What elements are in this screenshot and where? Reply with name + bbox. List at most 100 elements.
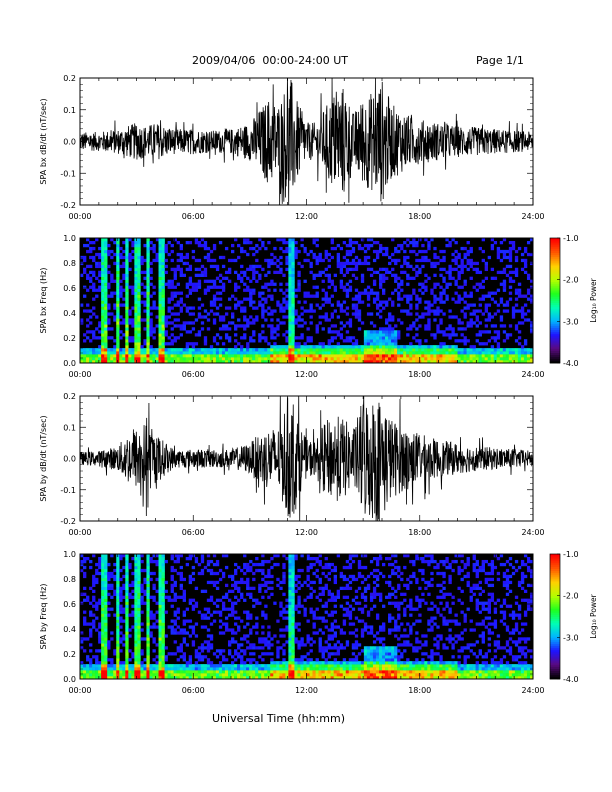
- spectrogram-cell: [252, 673, 256, 677]
- spectrogram-cell: [472, 285, 476, 289]
- spectrogram-cell: [83, 339, 87, 343]
- spectrogram-cell: [318, 354, 322, 358]
- spectrogram-cell: [188, 673, 193, 677]
- spectrogram-cell: [472, 321, 476, 325]
- spectrogram-cell: [508, 270, 513, 275]
- spectrogram-cell: [125, 652, 129, 656]
- spectrogram-cell: [378, 309, 383, 313]
- spectrogram-cell: [529, 348, 534, 352]
- spectrogram-cell: [98, 649, 102, 653]
- spectrogram-cell: [161, 288, 165, 292]
- spectrogram-cell: [188, 291, 193, 295]
- spectrogram-cell: [164, 351, 168, 355]
- spectrogram-cell: [149, 345, 153, 349]
- spectrogram-cell: [134, 637, 138, 641]
- spectrogram-cell: [116, 586, 120, 591]
- spectrogram-cell: [403, 357, 407, 361]
- spectrogram-cell: [107, 249, 111, 254]
- spectrogram-cell: [243, 598, 247, 602]
- spectrogram-cell: [122, 667, 126, 671]
- spectrogram-cell: [261, 315, 265, 319]
- spectrogram-cell: [282, 673, 286, 677]
- spectrogram-cell: [119, 604, 123, 608]
- spectrogram-cell: [161, 351, 165, 355]
- spectrogram-cell: [378, 303, 383, 307]
- spectrogram-cell: [403, 345, 407, 349]
- spectrogram-cell: [279, 270, 283, 275]
- spectrogram-cell: [231, 661, 235, 665]
- spectrogram-cell: [385, 303, 389, 307]
- spectrogram-cell: [267, 595, 271, 599]
- spectrogram-cell: [397, 351, 401, 355]
- spectrogram-cell: [116, 571, 120, 576]
- spectrogram-cell: [240, 336, 244, 340]
- spectrogram-cell: [209, 303, 214, 307]
- spectrogram-cell: [282, 351, 286, 355]
- spectrogram-cell: [125, 318, 129, 322]
- spectrogram-cell: [170, 568, 174, 573]
- spectrogram-cell: [514, 327, 519, 331]
- spectrogram-cell: [282, 592, 286, 596]
- spectrogram-cell: [146, 595, 150, 599]
- spectrogram-cell: [442, 300, 446, 304]
- spectrogram-cell: [170, 327, 174, 331]
- spectrogram-cell: [424, 327, 428, 331]
- spectrogram-cell: [472, 303, 476, 307]
- spectrogram-cell: [297, 360, 301, 364]
- spectrogram-cell: [227, 607, 232, 611]
- spectrogram-cell: [146, 598, 150, 602]
- colorbar-swatch: [550, 306, 560, 310]
- spectrogram-cell: [176, 554, 180, 558]
- spectrogram-cell: [382, 354, 386, 358]
- spectrogram-cell: [369, 333, 374, 337]
- spectrogram-cell: [206, 357, 211, 361]
- spectrogram-cell: [161, 625, 165, 629]
- spectrogram-cell: [107, 562, 111, 567]
- spectrogram-cell: [288, 345, 292, 349]
- spectrogram-cell: [279, 238, 283, 242]
- spectrogram-cell: [101, 327, 105, 331]
- spectrogram-cell: [113, 351, 117, 355]
- spectrogram-cell: [134, 673, 138, 677]
- spectrogram-cell: [221, 351, 226, 355]
- spectrogram-cell: [529, 351, 534, 355]
- spectrogram-cell: [185, 351, 190, 355]
- spectrogram-cell: [385, 249, 389, 254]
- spectrogram-cell: [330, 324, 334, 328]
- spectrogram-cell: [104, 240, 108, 245]
- spectrogram-cell: [297, 351, 301, 355]
- spectrogram-cell: [511, 240, 516, 245]
- spectrogram-cell: [415, 339, 419, 343]
- spectrogram-cell: [306, 619, 310, 623]
- spectrogram-cell: [375, 249, 380, 254]
- spectrogram-cell: [394, 261, 398, 266]
- spectrogram-cell: [161, 273, 165, 277]
- spectrogram-cell: [224, 324, 229, 328]
- spectrogram-cell: [131, 664, 135, 668]
- spectrogram-cell: [137, 312, 141, 316]
- colorbar-tick-label: -2.0: [563, 276, 579, 285]
- spectrogram-cell: [119, 246, 123, 251]
- spectrogram-cell: [330, 357, 334, 361]
- spectrogram-cell: [246, 673, 250, 677]
- spectrogram-cell: [101, 294, 105, 298]
- spectrogram-cell: [261, 357, 265, 361]
- spectrogram-cell: [143, 270, 147, 275]
- spectrogram-cell: [137, 628, 141, 632]
- spectrogram-cell: [83, 285, 87, 289]
- spectrogram-cell: [246, 345, 250, 349]
- spectrogram-cell: [400, 351, 404, 355]
- spectrogram-cell: [291, 243, 295, 248]
- spectrogram-cell: [155, 664, 159, 668]
- spectrogram-cell: [243, 348, 247, 352]
- spectrogram-cell: [188, 554, 193, 558]
- spectrogram-cell: [80, 273, 84, 277]
- spectrogram-cell: [215, 670, 220, 674]
- spectrogram-cell: [273, 246, 277, 251]
- spectrogram-cell: [351, 258, 356, 263]
- spectrogram-cell: [161, 577, 165, 582]
- spectrogram-cell: [134, 604, 138, 608]
- spectrogram-cell: [104, 634, 108, 638]
- spectrogram-cell: [388, 255, 392, 260]
- spectrogram-cell: [378, 357, 383, 361]
